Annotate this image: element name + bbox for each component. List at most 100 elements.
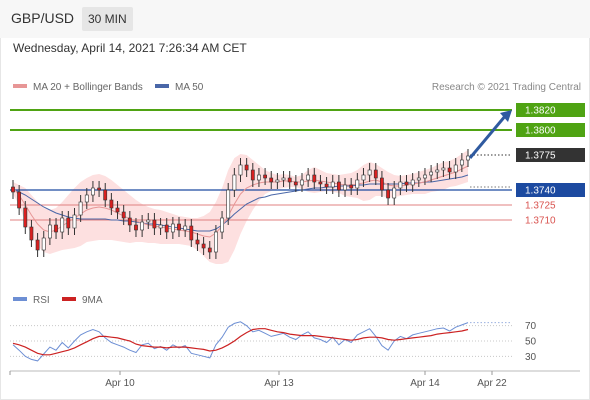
candle-body	[183, 225, 188, 231]
candle-body	[189, 225, 194, 241]
candle-body	[281, 177, 286, 181]
rsi-line	[12, 321, 469, 362]
ma50-legend-label: MA 50	[175, 82, 204, 93]
ma20-legend-swatch	[13, 84, 27, 88]
candle-body	[127, 217, 132, 226]
candle-body	[269, 177, 274, 183]
candle-body	[171, 223, 175, 233]
candle-body	[84, 194, 89, 203]
level-label-1-3820-box	[516, 103, 585, 117]
candle-body	[152, 219, 157, 229]
candle-body	[140, 221, 145, 231]
candle-body	[300, 179, 304, 186]
candle-body	[324, 183, 329, 188]
rsi-legend-swatch	[13, 297, 27, 301]
candle-body	[17, 191, 22, 209]
rsi-legend-label: RSI	[33, 295, 50, 306]
candle-body	[429, 171, 434, 176]
candle-body	[306, 174, 311, 181]
level-label-1-3800: 1.3800	[525, 126, 556, 137]
candle-body	[158, 224, 163, 229]
candle-body	[355, 179, 360, 189]
candle-body	[201, 243, 206, 249]
candle-body	[263, 174, 268, 179]
candle-body	[35, 239, 40, 251]
candle-body	[318, 181, 323, 185]
candle-body	[244, 164, 249, 171]
datetime-label: Wednesday, April 14, 2021 7:26:34 AM CET	[13, 41, 247, 55]
ma50-legend-swatch	[155, 84, 169, 88]
candle-body	[275, 179, 280, 183]
candle-body	[392, 187, 397, 199]
candle-body	[373, 169, 378, 179]
candle-body	[195, 239, 200, 245]
time-axis: Apr 10 Apr 13 Apr 14 Apr 22	[9, 371, 507, 389]
candle-body	[134, 224, 138, 231]
candle-body	[410, 179, 415, 186]
candle-body	[115, 207, 120, 213]
candle-body	[54, 224, 58, 233]
forecast-arrow-shaft	[468, 114, 508, 159]
candle-body	[23, 207, 28, 228]
candle-body	[207, 247, 212, 253]
candle-body	[103, 189, 108, 201]
rsi-tick-label-50: 50	[525, 337, 537, 348]
candle-body	[97, 187, 102, 191]
candle-body	[367, 169, 372, 176]
candle-body	[226, 189, 231, 219]
level-label-1-3820: 1.3820	[525, 106, 556, 117]
candle-body	[312, 174, 317, 183]
ma9-line	[12, 328, 469, 356]
forecast-arrow-head	[500, 110, 512, 122]
credit-label: Research © 2021 Trading Central	[432, 82, 581, 93]
time-tick-label: Apr 10	[105, 378, 135, 389]
candle-body	[349, 184, 354, 189]
time-tick-label: Apr 22	[477, 378, 507, 389]
candle-body	[453, 164, 458, 173]
ma20-legend-label: MA 20 + Bollinger Bands	[33, 82, 143, 93]
candle-body	[146, 219, 151, 223]
candle-body	[220, 217, 225, 233]
ma50-line	[12, 174, 469, 232]
candle-body	[47, 224, 52, 239]
candle-body	[441, 167, 446, 171]
candle-body	[78, 201, 83, 216]
time-tick-label: Apr 13	[264, 378, 294, 389]
candle-body	[466, 155, 470, 161]
chart-header: GBP/USD 30 MIN	[0, 0, 590, 38]
time-tick-label: Apr 14	[410, 378, 440, 389]
level-label-1-3740-box	[516, 183, 585, 197]
level-label-1-3775: 1.3775	[525, 151, 556, 162]
candle-body	[164, 224, 169, 233]
candle-body	[416, 177, 421, 181]
candle-body	[293, 181, 298, 186]
candle-body	[41, 237, 46, 251]
candle-body	[386, 189, 391, 199]
bollinger-band-area	[13, 150, 468, 264]
rsi-tick-label-30: 30	[525, 352, 537, 363]
candle-body	[29, 226, 34, 241]
candle-body	[91, 187, 95, 196]
bollinger-band-layer	[13, 150, 468, 264]
candle-body	[250, 169, 255, 181]
candle-body	[238, 164, 243, 176]
candle-body	[398, 181, 403, 189]
candle-body	[404, 181, 409, 186]
candle-body	[423, 174, 427, 179]
timeframe-button[interactable]: 30 MIN	[82, 7, 133, 31]
candle-body	[447, 167, 452, 173]
candle-body	[177, 223, 181, 231]
candle-body	[72, 214, 77, 229]
symbol-label: GBP/USD	[11, 10, 75, 26]
level-label-1-3740: 1.3740	[525, 186, 556, 197]
candle-body	[66, 217, 71, 229]
level-labels-layer: 1.3820 1.3800 1.3775 1.3740 1.3725 1.3710	[516, 103, 585, 227]
candle-body	[459, 159, 464, 166]
candle-body	[336, 181, 341, 191]
candle-body	[361, 174, 366, 181]
level-label-1-3800-box	[516, 123, 585, 137]
candle-body	[343, 184, 347, 191]
candle-body	[60, 217, 65, 233]
ma20-line	[12, 165, 469, 238]
